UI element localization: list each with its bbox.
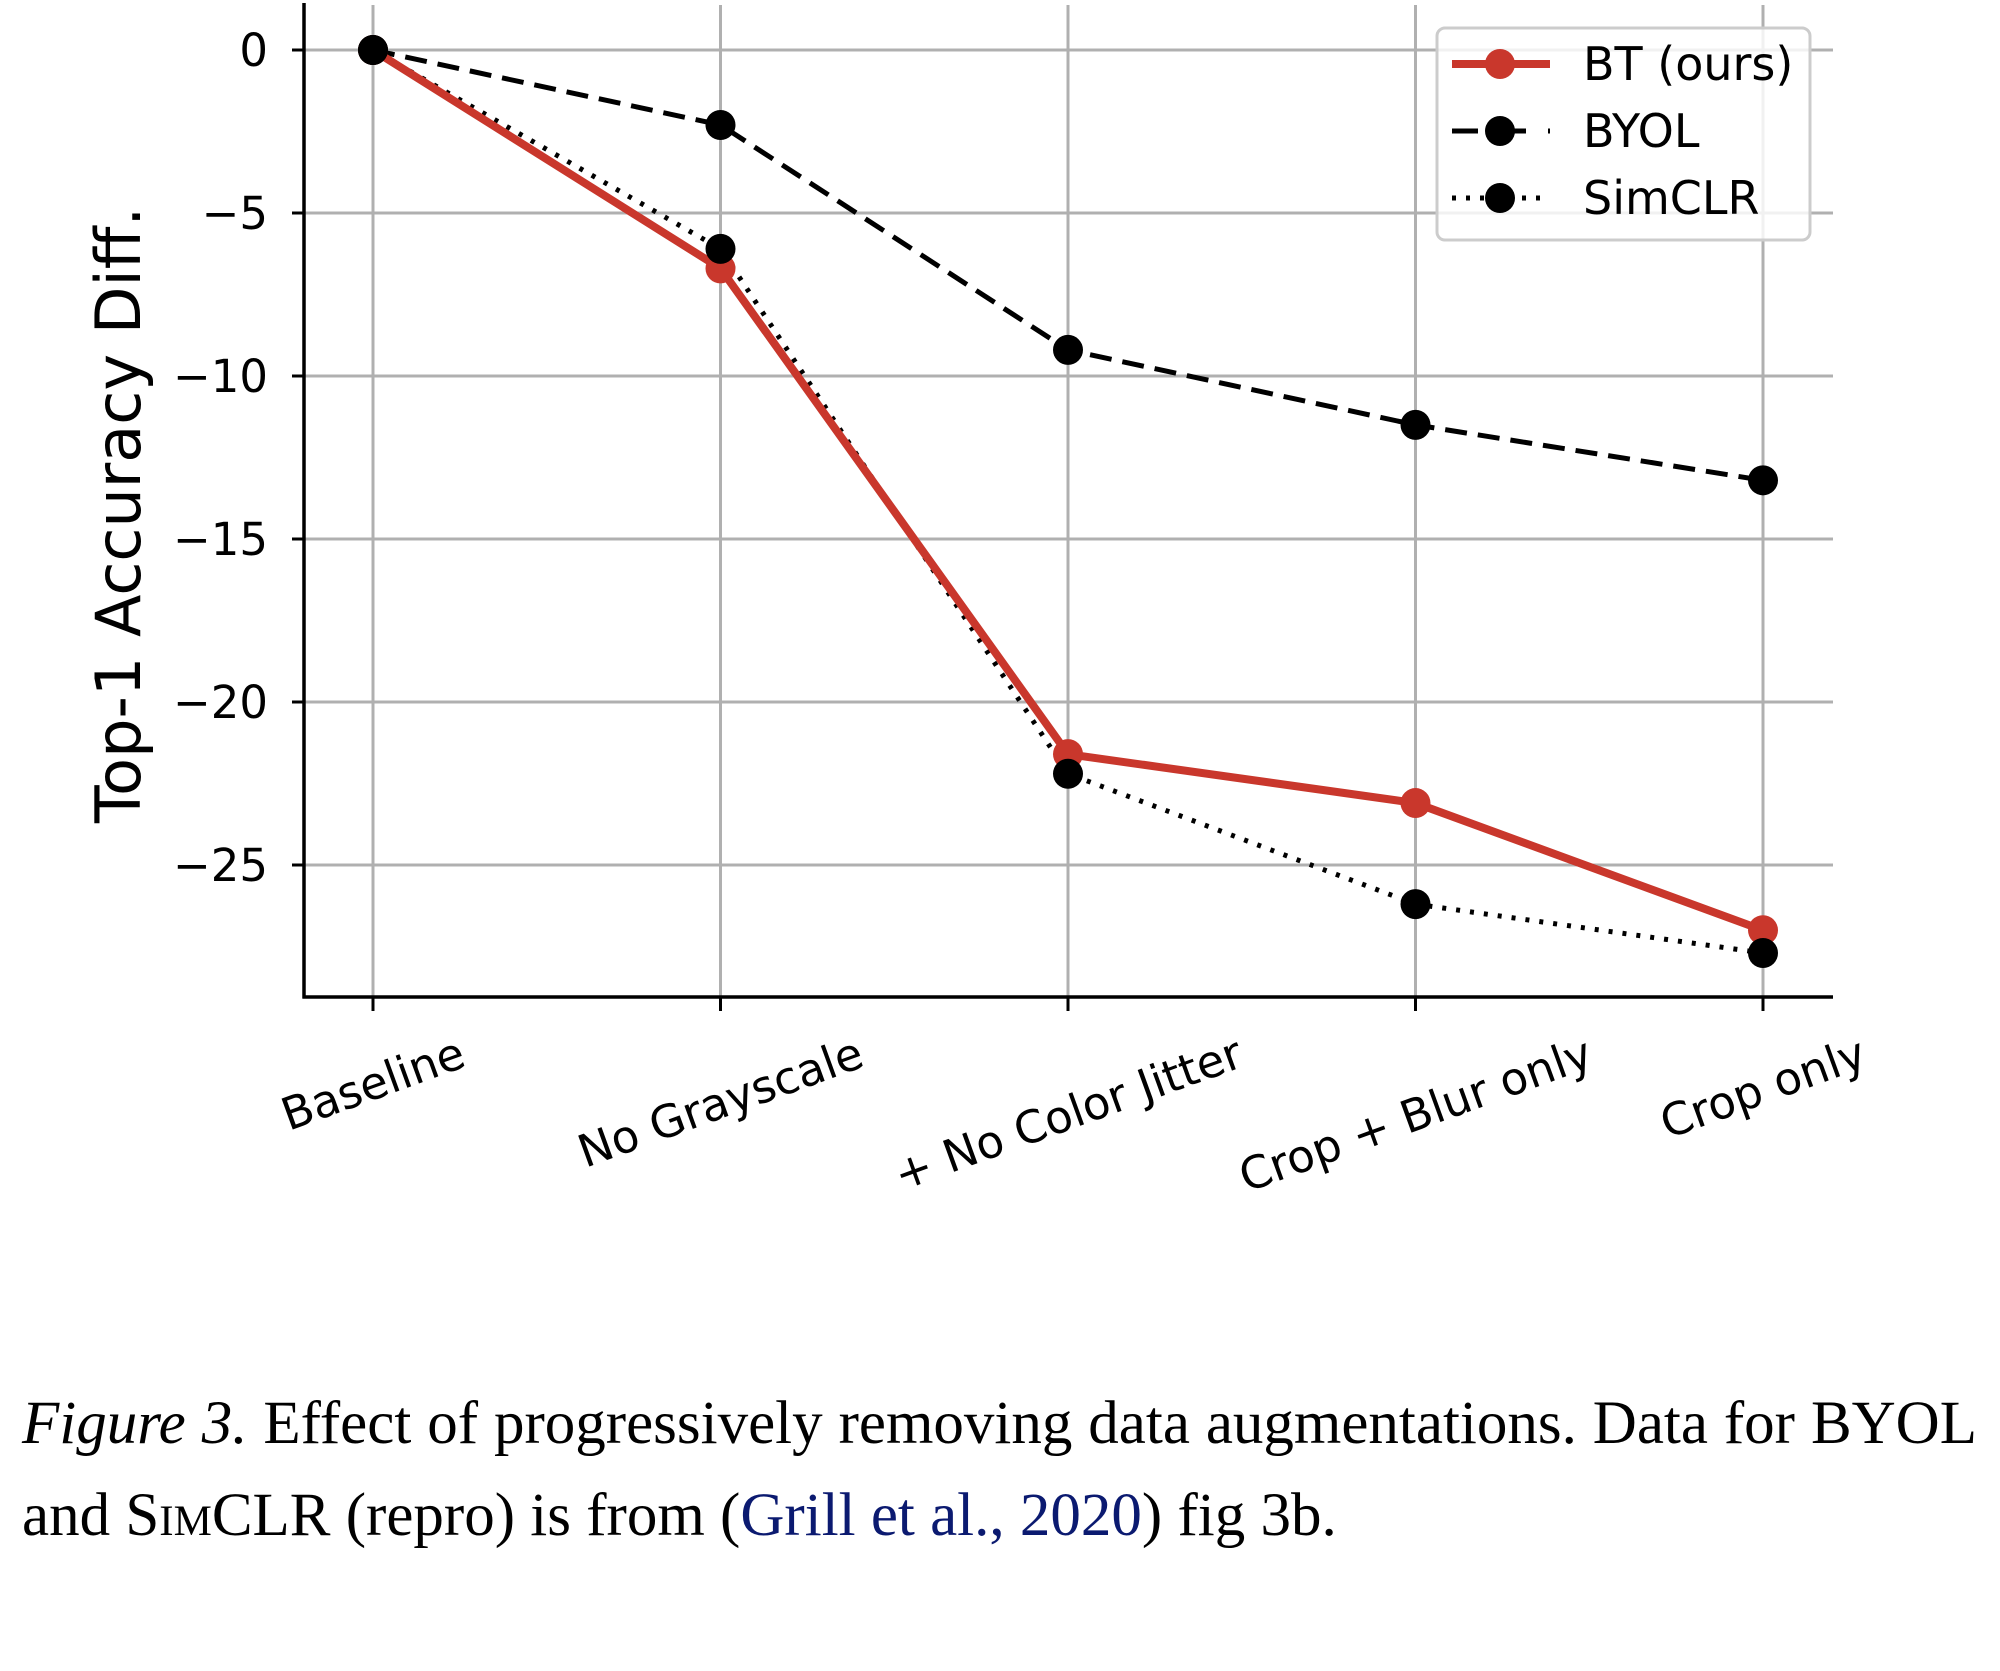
legend-marker	[1485, 116, 1515, 146]
legend: BT (ours) BYOL SimCLR	[1435, 26, 1812, 242]
data-point-byol	[1748, 465, 1778, 496]
data-point-byol	[1400, 409, 1431, 440]
data-point-simclr	[1053, 758, 1083, 789]
figure-label: Figure 3.	[22, 1390, 248, 1457]
y-tick-label: −25	[173, 839, 268, 892]
legend-label: BYOL	[1583, 104, 1700, 158]
data-point-simclr	[1748, 938, 1778, 969]
legend-marker	[1485, 183, 1515, 213]
data-point-simclr	[358, 35, 388, 65]
legend-box	[1435, 26, 1812, 242]
x-ticks: Baseline No Grayscale + No Color JitterCro…	[274, 997, 1873, 1203]
x-tick-label: Baseline	[274, 1026, 471, 1141]
y-tick-label: 0	[239, 24, 268, 77]
data-point-byol	[1053, 334, 1083, 365]
data-point-bt-ours	[1748, 915, 1778, 946]
data-point-byol	[705, 109, 736, 140]
x-tick-label: + No Color Jitter	[887, 1026, 1250, 1201]
y-axis-label: Top-1 Accuracy Diff.	[82, 207, 155, 824]
citation-link[interactable]: Grill et al., 2020	[740, 1482, 1142, 1549]
figure-caption: Figure 3. Effect of progressively removi…	[22, 1378, 1977, 1562]
y-tick-label: −20	[173, 676, 268, 729]
data-point-bt-ours	[1400, 788, 1431, 819]
y-tick-label: −15	[173, 513, 268, 566]
y-ticks: 0 −5 −10 −15 −20 −25	[173, 24, 304, 892]
caption-text-3: ) fig 3b.	[1141, 1482, 1337, 1549]
x-tick-label: Crop only	[1653, 1026, 1873, 1149]
legend-label: BT (ours)	[1583, 37, 1793, 91]
simclr-name: SimCLR	[125, 1482, 331, 1549]
data-point-simclr	[1400, 889, 1431, 920]
caption-text-2: (repro) is from (	[330, 1482, 741, 1549]
line-chart: 0 −5 −10 −15 −20 −25 Baseline No Grayscale + No…	[82, 3, 1873, 1203]
data-point-simclr	[705, 233, 736, 264]
series-layer	[358, 35, 1778, 969]
x-tick-label: No Grayscale	[571, 1026, 870, 1178]
caption-text-1: Effect of progressively removing data au…	[22, 1390, 1977, 1549]
legend-label: SimCLR	[1583, 171, 1760, 225]
y-tick-label: −10	[173, 350, 268, 403]
y-tick-label: −5	[202, 187, 268, 240]
legend-marker	[1485, 49, 1515, 79]
series-line-simclr	[371, 47, 1764, 956]
x-tick-label: Crop + Blur only	[1232, 1026, 1599, 1203]
